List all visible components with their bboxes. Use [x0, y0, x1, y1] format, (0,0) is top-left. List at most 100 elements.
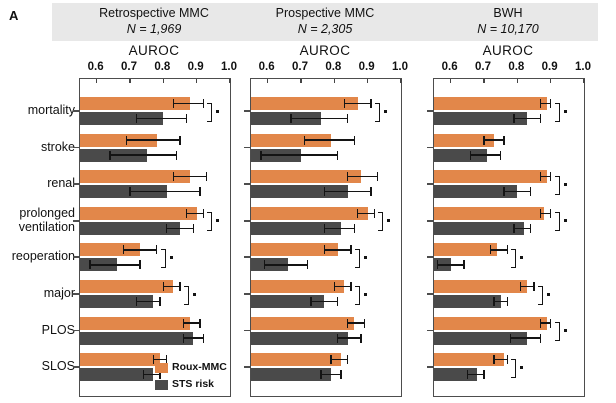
error-bar-roux-mmc: [540, 212, 551, 215]
panel-n-label: N = 10,170: [477, 22, 539, 36]
error-bar-sts-risk: [467, 373, 484, 376]
error-bar-sts-risk: [494, 300, 508, 303]
axis-tick: [516, 79, 519, 83]
error-bar-cap: [463, 260, 465, 270]
significance-bracket: [554, 102, 560, 122]
bar-sts-risk: [80, 331, 194, 345]
error-bar-cap: [182, 333, 185, 343]
bar-roux-mmc: [434, 243, 498, 257]
error-bar-cap: [336, 333, 339, 343]
error-bar-cap: [513, 223, 515, 233]
bar-sts-risk: [251, 295, 325, 308]
bar-roux-mmc: [434, 280, 528, 293]
bar-roux-mmc: [251, 353, 341, 367]
error-bar-roux-mmc: [540, 175, 551, 178]
error-bar-cap: [185, 208, 188, 218]
plot-panel-prospective-mmc: [244, 78, 402, 397]
error-bar-cap: [370, 187, 372, 197]
category-tick: [427, 146, 433, 149]
axis-tick: [449, 79, 452, 83]
header-band: [52, 3, 598, 41]
axis-label-auroc: AUROC: [128, 43, 180, 58]
significance-marker: [384, 109, 387, 113]
bar-roux-mmc: [80, 243, 140, 257]
error-bar-roux-mmc: [347, 175, 378, 178]
significance-bracket: [511, 248, 517, 268]
axis-tick: [195, 79, 198, 83]
bar-roux-mmc: [80, 316, 190, 330]
significance-bracket: [207, 212, 213, 232]
figure-panel-label: A: [9, 8, 19, 23]
bar-roux-mmc: [80, 206, 197, 220]
error-bar-sts-risk: [437, 264, 464, 266]
error-bar-roux-mmc: [344, 102, 371, 105]
error-bar-cap: [162, 282, 165, 291]
error-bar-cap: [549, 172, 552, 182]
axis-tick-label: 0.9: [187, 61, 204, 73]
category-tick: [427, 110, 433, 112]
bar-sts-risk: [80, 221, 180, 235]
bar-roux-mmc: [434, 97, 548, 110]
error-bar-sts-risk: [110, 154, 177, 156]
bar-roux-mmc: [80, 353, 160, 367]
error-bar-cap: [436, 260, 439, 270]
error-bar-cap: [350, 245, 352, 255]
category-label: stroke: [40, 139, 75, 154]
bar-roux-mmc: [434, 206, 544, 220]
bar-roux-mmc: [434, 170, 548, 184]
error-bar-cap: [370, 99, 372, 108]
category-tick: [73, 329, 79, 332]
axis-tick-label: 0.6: [441, 61, 458, 73]
error-bar-cap: [165, 355, 168, 365]
error-bar-sts-risk: [514, 227, 531, 230]
error-bar-roux-mmc: [484, 139, 504, 141]
error-bar-cap: [549, 318, 552, 328]
legend-swatch-roux-mmc: [155, 363, 168, 373]
axis-tick: [95, 79, 98, 83]
error-bar-cap: [539, 318, 542, 328]
error-bar-cap: [360, 333, 362, 343]
category-tick: [73, 366, 79, 368]
error-bar-roux-mmc: [123, 249, 157, 251]
significance-bracket: [554, 175, 560, 195]
error-bar-cap: [202, 208, 205, 218]
error-bar-cap: [350, 282, 352, 291]
significance-bracket: [184, 285, 189, 305]
error-bar-cap: [175, 150, 178, 160]
error-bar-sts-risk: [264, 264, 308, 266]
plot-panel-retrospective-mmc: Roux-MMC STS risk: [73, 78, 231, 397]
panel-n-label: N = 1,969: [126, 22, 182, 36]
error-bar-cap: [519, 282, 522, 291]
bar-roux-mmc: [251, 243, 338, 257]
error-bar-cap: [165, 223, 168, 233]
category-tick: [73, 183, 79, 185]
error-bar-cap: [89, 260, 91, 270]
error-bar-roux-mmc: [347, 322, 365, 324]
error-bar-cap: [336, 297, 339, 306]
bar-roux-mmc: [434, 133, 494, 147]
panel-header-bwh: BWH N = 10,170: [433, 5, 583, 37]
axis-tick: [229, 79, 231, 83]
significance-marker: [563, 109, 567, 113]
axis-tick: [549, 79, 552, 83]
category-tick: [73, 219, 79, 222]
axis-tick-label: 0.8: [154, 61, 171, 73]
axis-tick: [333, 79, 336, 83]
significance-bracket: [160, 248, 166, 268]
category-tick: [244, 219, 250, 222]
category-label: reoperation: [11, 249, 75, 264]
category-label: major: [43, 286, 75, 300]
error-bar-cap: [202, 333, 205, 343]
error-bar-cap: [529, 223, 532, 233]
category-tick: [73, 256, 79, 259]
significance-marker: [216, 109, 220, 113]
bar-roux-mmc: [434, 353, 504, 367]
error-bar-cap: [260, 150, 262, 160]
axis-tick: [300, 79, 302, 83]
category-label: PLOS: [41, 322, 75, 337]
error-bar-roux-mmc: [163, 285, 180, 288]
error-bar-roux-mmc: [331, 358, 348, 361]
significance-bracket: [378, 212, 384, 232]
error-bar-cap: [199, 318, 201, 328]
significance-marker: [520, 255, 524, 259]
